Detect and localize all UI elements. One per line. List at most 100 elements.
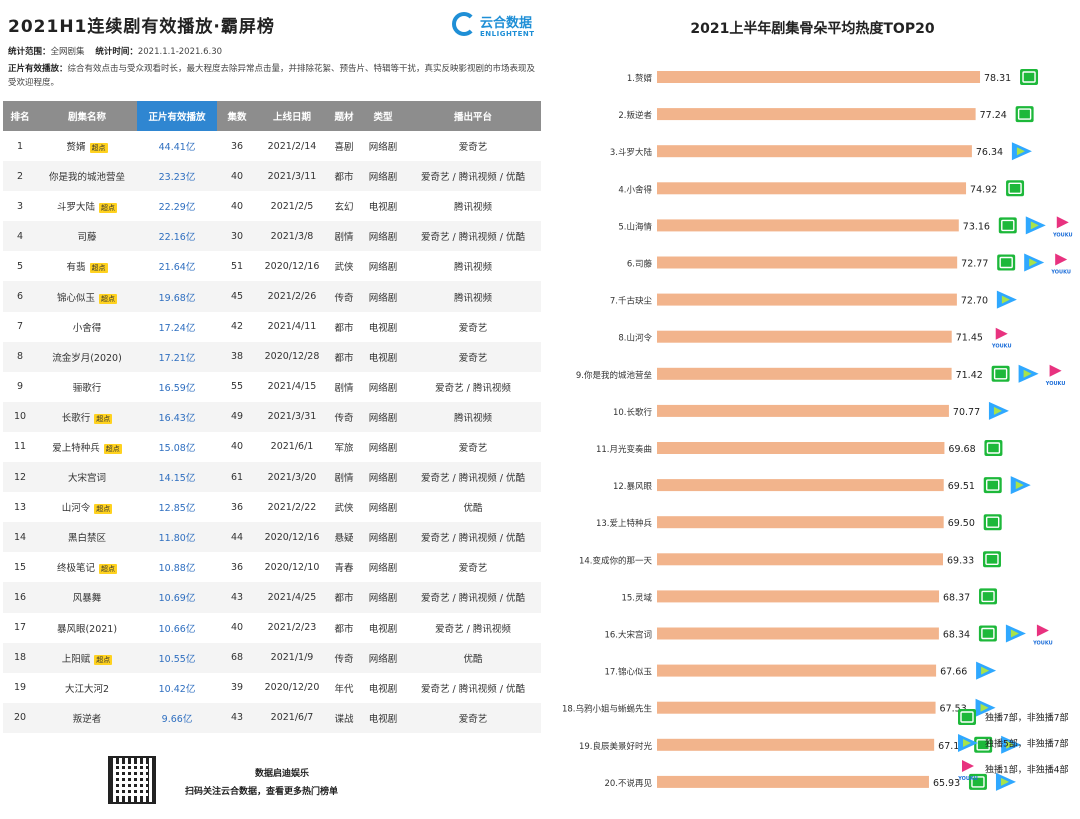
- cell-eps: 45: [217, 281, 257, 312]
- tencent-icon-inner: [981, 666, 990, 675]
- cell-rank: 8: [3, 341, 37, 372]
- definition-label: 正片有效播放：: [8, 64, 68, 74]
- iqiyi-icon-bg: [997, 254, 1016, 271]
- col-eps: 集数: [217, 101, 257, 131]
- cell-name-text: 风暴舞: [72, 593, 102, 605]
- youku-icon: YOUKU: [1032, 624, 1053, 647]
- table-row: 10 长歌行 超点 16.43亿 49 2021/3/31 传奇 网络剧 腾讯视频: [3, 401, 541, 432]
- tencent-icon-inner: [1030, 221, 1039, 230]
- cell-type-text: 网络剧: [368, 262, 398, 274]
- cell-name-text: 爱上特种兵: [52, 442, 100, 454]
- ranking-table: 排名 剧集名称 正片有效播放 集数 上线日期 题材 类型 播出平台 1 赘婿 超点 4…: [3, 101, 541, 733]
- iqiyi-icon: [982, 551, 1001, 568]
- cell-play: 44.41亿: [137, 131, 217, 161]
- youku-icon-text: YOUKU: [1032, 641, 1053, 647]
- super-badge: 超点: [89, 143, 108, 154]
- youku-icon-shape: [1056, 216, 1069, 229]
- cell-eps-text: 61: [230, 471, 244, 483]
- cell-eps: 44: [217, 522, 257, 553]
- cell-name: 叛逆者: [37, 702, 137, 733]
- col-rank: 排名: [3, 101, 37, 131]
- cell-genre-text: 玄幻: [334, 202, 354, 214]
- cell-rank: 3: [3, 191, 37, 221]
- heat-bar: [657, 479, 944, 492]
- heat-bar: [657, 219, 959, 232]
- heat-bar: [657, 71, 981, 83]
- cell-date-text: 2020/12/28: [264, 351, 320, 363]
- tencent-icon-inner: [1001, 295, 1010, 304]
- tencent-icon: [996, 290, 1017, 309]
- cell-eps-text: 36: [230, 501, 244, 513]
- cell-platform: 爱奇艺 / 腾讯视频 / 优酷: [405, 673, 541, 703]
- value-label: 69.51: [948, 481, 975, 492]
- cell-type: 网络剧: [361, 582, 405, 613]
- value-label: 78.31: [984, 73, 1011, 84]
- cell-genre: 传奇: [327, 281, 361, 312]
- logo-cn-text: 云合数据: [480, 16, 533, 31]
- cell-genre-text: 传奇: [334, 412, 354, 424]
- cell-platform: 爱奇艺 / 腾讯视频: [405, 613, 541, 643]
- cell-type: 网络剧: [361, 462, 405, 493]
- youku-icon-shape: [1036, 624, 1049, 637]
- heat-bar: [657, 108, 976, 121]
- cell-play: 12.85亿: [137, 492, 217, 522]
- iqiyi-icon-frame: [981, 590, 995, 603]
- table-row: 19 大江大河2 10.42亿 39 2020/12/20 年代 电视剧 爱奇艺 / 腾讯视频…: [3, 673, 541, 703]
- category-label: 5.山海情: [618, 221, 652, 232]
- iqiyi-icon-bg: [978, 625, 997, 642]
- heat-bar: [657, 404, 949, 417]
- tencent-icon-inner: [1015, 481, 1024, 490]
- tencent-legend-icon: [958, 734, 978, 752]
- table-row: 6 锦心似玉 超点 19.68亿 45 2021/2/26 传奇 网络剧 腾讯视频: [3, 281, 541, 312]
- cell-name-text: 斗罗大陆: [56, 202, 95, 214]
- cell-genre-text: 传奇: [334, 292, 354, 304]
- cell-play: 10.69亿: [137, 582, 217, 613]
- cell-play-text: 14.15亿: [158, 473, 196, 485]
- footer-slogan: 数据启迪娱乐: [255, 769, 310, 779]
- time-value: 2021.1.1-2021.6.30: [137, 47, 223, 57]
- cell-rank-text: 14: [13, 531, 27, 543]
- cell-play: 14.15亿: [137, 462, 217, 493]
- cell-eps-text: 39: [230, 682, 244, 694]
- iqiyi-icon-frame: [1022, 71, 1036, 83]
- cell-type-text: 网络剧: [368, 412, 398, 424]
- cell-genre: 都市: [327, 161, 361, 192]
- legend-item-youku: YOUKU 独播1部，非独播4部: [957, 760, 1068, 780]
- tencent-icon-inner: [1000, 777, 1009, 786]
- cell-genre: 谍战: [327, 702, 361, 733]
- cell-rank-text: 8: [16, 351, 24, 363]
- category-label: 10.长歌行: [613, 407, 653, 418]
- ranking-table-panel: 2021H1连续剧有效播放·霸屏榜 云合数据 ENLIGHTENT 统计范围：全…: [3, 12, 541, 804]
- cell-play-text: 16.43亿: [158, 412, 196, 424]
- category-label: 4.小舍得: [618, 184, 652, 195]
- table-row: 14 黑白禁区 11.80亿 44 2020/12/16 悬疑 网络剧 爱奇艺 / 腾讯视频 …: [3, 522, 541, 553]
- tencent-icon: [1025, 216, 1046, 235]
- tencent-icon: [995, 772, 1016, 791]
- cell-rank-text: 3: [16, 200, 24, 212]
- youku-icon: YOUKU: [1050, 253, 1071, 276]
- table-row: 12 大宋宫词 14.15亿 61 2021/3/20 剧情 网络剧 爱奇艺 / 腾讯视频 /…: [3, 462, 541, 493]
- cell-genre-text: 剧情: [334, 473, 354, 485]
- tencent-icon: [1024, 253, 1045, 272]
- cell-play-text: 9.66亿: [161, 713, 193, 725]
- cell-genre: 玄幻: [327, 191, 361, 221]
- table-row: 2 你是我的城池营垒 23.23亿 40 2021/3/11 都市 网络剧 爱奇艺 / 腾讯视…: [3, 161, 541, 192]
- iqiyi-icon: [1020, 69, 1039, 85]
- cell-play-text: 44.41亿: [158, 142, 196, 154]
- heat-bar: [657, 738, 935, 751]
- tencent-icon: [1005, 624, 1026, 643]
- cell-platform: 腾讯视频: [405, 281, 541, 312]
- youku-icon: YOUKU: [957, 760, 978, 780]
- cell-eps-text: 43: [230, 712, 244, 724]
- table-header-row: 排名 剧集名称 正片有效播放 集数 上线日期 题材 类型 播出平台: [3, 101, 541, 131]
- cell-type-text: 电视剧: [368, 713, 398, 725]
- cell-platform-text: 爱奇艺 / 腾讯视频 / 优酷: [421, 533, 525, 545]
- cell-date: 2021/4/11: [257, 312, 327, 342]
- cell-platform: 爱奇艺 / 腾讯视频 / 优酷: [405, 582, 541, 613]
- value-label: 67.19: [938, 741, 965, 752]
- cell-play: 9.66亿: [137, 702, 217, 733]
- iqiyi-icon: [997, 254, 1016, 271]
- cell-play: 19.68亿: [137, 281, 217, 312]
- iqiyi-icon: [1006, 180, 1025, 197]
- cell-platform: 爱奇艺 / 腾讯视频 / 优酷: [405, 161, 541, 192]
